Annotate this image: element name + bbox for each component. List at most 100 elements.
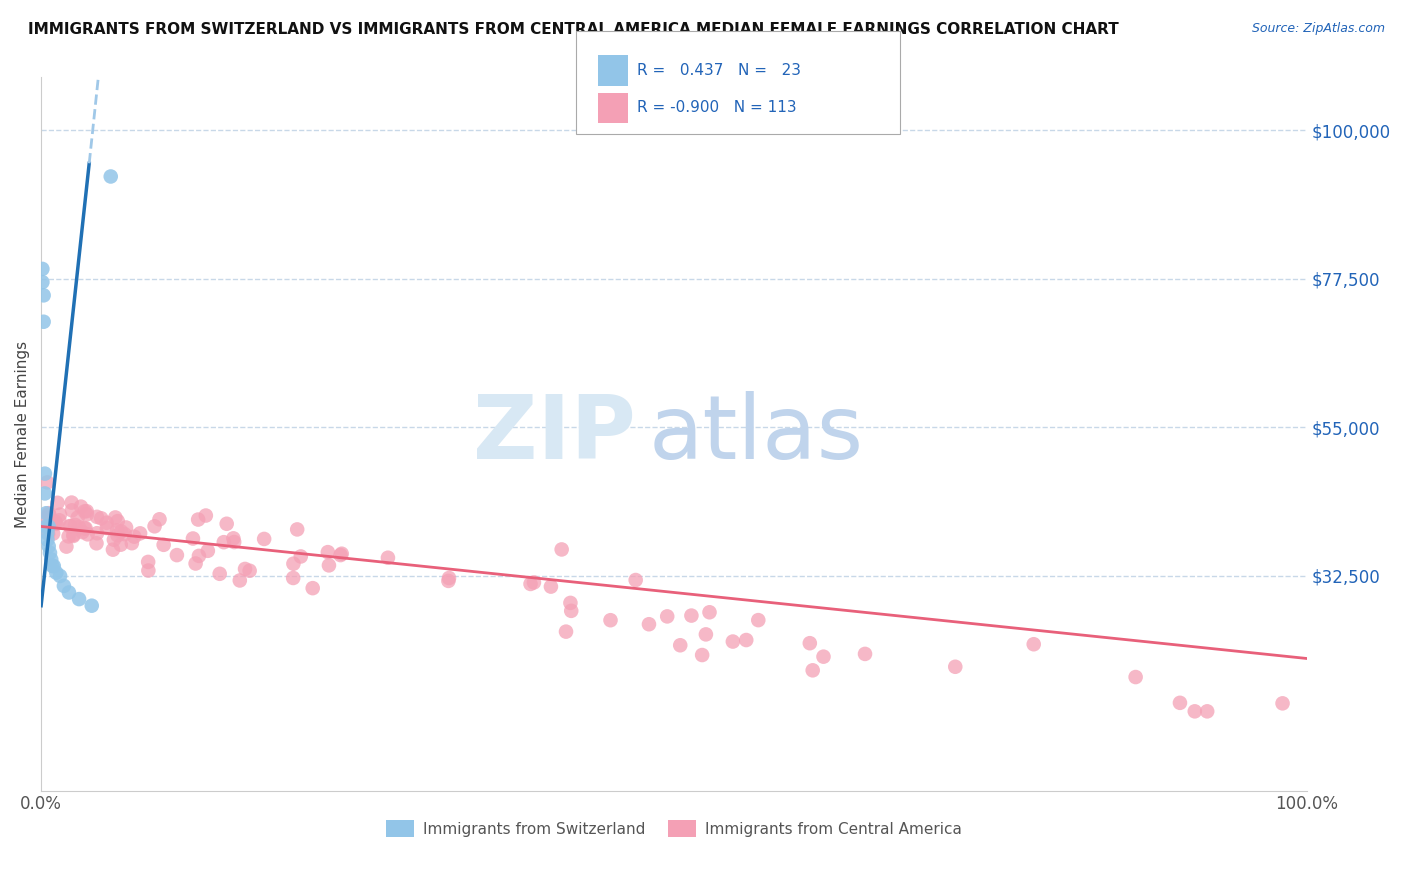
Point [58,529,80,543]
Point [90,511,112,525]
Point [283,557,305,571]
Point [105,524,128,538]
Point [115,520,138,534]
Point [215,516,238,531]
Point [49,569,72,583]
Point [60,503,83,517]
Point [136,555,159,569]
Point [1197,704,1219,718]
Point [329,548,352,562]
Point [813,649,835,664]
Point [72,525,94,540]
Point [519,577,541,591]
Text: R = -0.900   N = 113: R = -0.900 N = 113 [637,100,797,115]
Point [124,530,146,544]
Text: ZIP: ZIP [474,391,636,477]
Point [121,536,143,550]
Point [197,543,219,558]
Point [76,504,98,518]
Point [41,559,63,574]
Point [316,545,339,559]
Point [39,552,62,566]
Point [799,636,821,650]
Point [690,648,713,662]
Point [100,169,122,184]
Point [38,519,60,533]
Point [224,535,246,549]
Point [555,624,578,639]
Point [943,660,966,674]
Point [114,527,136,541]
Point [222,532,245,546]
Point [58,585,80,599]
Point [166,548,188,562]
Point [540,580,562,594]
Point [80,599,103,613]
Point [669,638,692,652]
Point [110,538,132,552]
Point [67,592,90,607]
Text: Source: ZipAtlas.com: Source: ZipAtlas.com [1251,22,1385,36]
Point [38,539,60,553]
Point [32,315,55,329]
Point [62,527,84,541]
Point [35,511,58,525]
Point [86,536,108,550]
Point [285,523,308,537]
Point [638,617,661,632]
Point [184,557,207,571]
Point [49,508,72,522]
Point [32,288,55,302]
Point [96,516,118,530]
Point [37,527,59,541]
Point [560,596,582,610]
Point [377,550,399,565]
Point [599,613,621,627]
Point [39,516,62,531]
Point [42,559,65,574]
Point [301,581,323,595]
Point [73,521,96,535]
Text: R =   0.437   N =   23: R = 0.437 N = 23 [637,62,801,78]
Point [143,519,166,533]
Point [187,549,209,563]
Point [853,647,876,661]
Point [747,613,769,627]
Point [62,529,84,543]
Point [318,558,340,573]
Point [138,564,160,578]
Point [38,506,60,520]
Point [283,571,305,585]
Point [129,526,152,541]
Point [107,514,129,528]
Point [60,495,83,509]
Point [39,546,62,560]
Point [75,521,97,535]
Point [86,526,108,541]
Point [148,512,170,526]
Point [34,486,56,500]
Point [46,496,69,510]
Point [38,508,60,522]
Point [1184,704,1206,718]
Point [657,609,679,624]
Point [110,524,132,539]
Point [52,579,75,593]
Point [96,521,118,535]
Point [45,566,67,580]
Point [735,633,758,648]
Point [59,519,82,533]
Point [45,516,67,531]
Point [31,261,53,276]
Legend: Immigrants from Switzerland, Immigrants from Central America: Immigrants from Switzerland, Immigrants … [380,814,967,844]
Point [233,562,256,576]
Point [721,634,744,648]
Point [229,574,252,588]
Point [66,510,89,524]
Point [63,517,86,532]
Point [42,526,65,541]
Point [1168,696,1191,710]
Point [37,533,59,547]
Point [104,510,127,524]
Point [70,500,93,514]
